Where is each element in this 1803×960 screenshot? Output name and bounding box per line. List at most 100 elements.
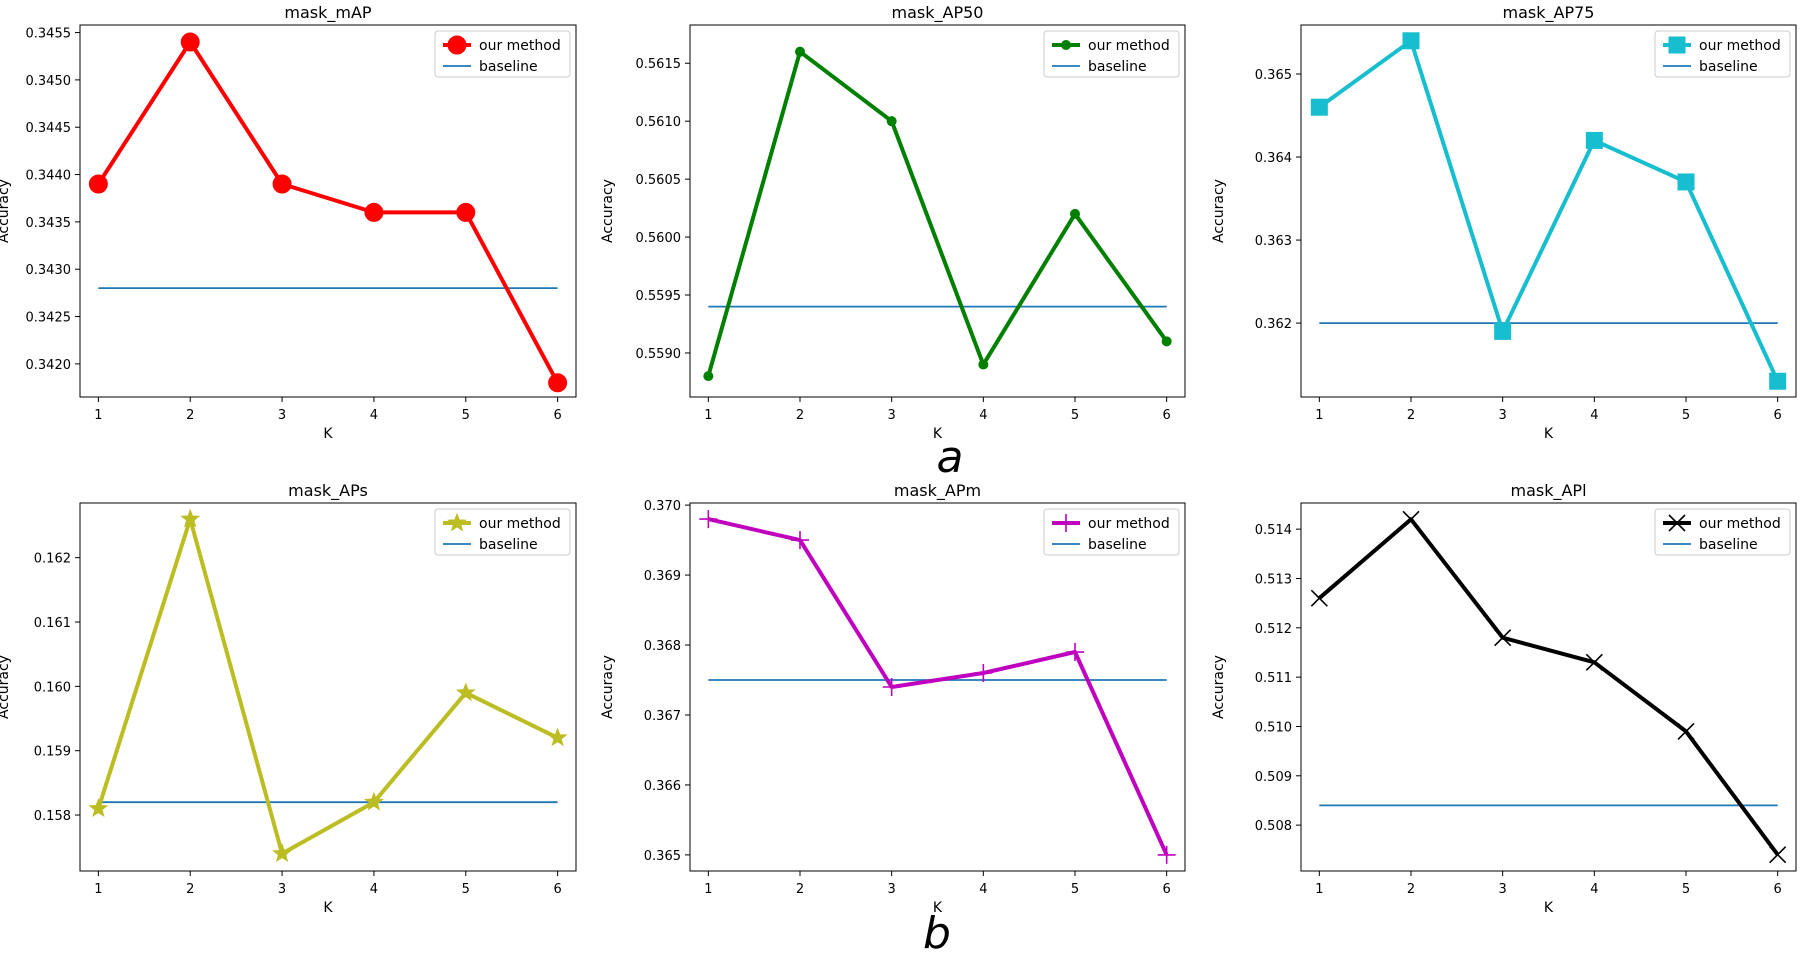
x-tick-label: 2 <box>796 882 804 897</box>
legend-label: our method <box>1088 38 1170 54</box>
chart-mask-mAP: mask_mAP 1 2 3 4 5 6 K 0.3420 0.3425 0.3430 0.3435 0… <box>0 3 577 442</box>
chart-mask-APs: mask_APs 1 2 3 4 5 6 K 0.158 0.159 0.160 0.161 0.162… <box>0 481 577 916</box>
data-point <box>1677 173 1695 191</box>
y-tick-label: 0.508 <box>1255 819 1292 834</box>
data-point <box>1494 629 1512 647</box>
legend: our method baseline <box>434 30 571 78</box>
data-point <box>703 371 714 382</box>
x-tick-label: 4 <box>979 882 987 897</box>
x-tick-label: 6 <box>1774 882 1782 897</box>
x-tick-label: 4 <box>1590 408 1598 423</box>
x-tick-label: 5 <box>1071 882 1079 897</box>
data-point <box>1769 372 1787 390</box>
series-line-our-method <box>96 40 560 384</box>
y-tick-label: 0.510 <box>1255 720 1292 735</box>
legend: our method baseline <box>1654 508 1791 556</box>
x-axis-label: K <box>1544 426 1554 442</box>
y-axis-label: Accuracy <box>1211 179 1227 243</box>
x-tick-label: 2 <box>186 408 194 423</box>
x-tick-label: 3 <box>1499 882 1507 897</box>
legend: our method baseline <box>1654 30 1791 78</box>
y-tick-label: 0.365 <box>1255 68 1292 83</box>
y-tick-label: 0.3445 <box>26 121 72 136</box>
data-point <box>456 202 476 222</box>
y-tick-label: 0.370 <box>644 499 681 514</box>
axes-frame <box>689 24 1186 398</box>
data-point <box>547 727 568 747</box>
legend-label: our method <box>1699 38 1781 54</box>
data-point <box>88 174 108 194</box>
data-point <box>795 46 805 57</box>
y-tick-label: 0.5615 <box>636 57 682 72</box>
series-line-our-method <box>706 49 1169 377</box>
x-tick-label: 5 <box>462 882 470 897</box>
legend: our method baseline <box>1043 30 1180 78</box>
x-tick-label: 1 <box>704 882 712 897</box>
legend-label: baseline <box>1699 537 1758 553</box>
data-point <box>699 510 718 529</box>
y-axis-label: Accuracy <box>0 655 12 719</box>
y-tick-label: 0.159 <box>34 745 71 760</box>
legend: our method baseline <box>1043 508 1180 556</box>
x-tick-label: 6 <box>1774 408 1782 423</box>
data-point <box>1494 322 1512 340</box>
chart-mask-APm: mask_APm 1 2 3 4 5 6 K 0.365 0.366 0.367 0.368 0.369… <box>600 481 1186 916</box>
legend: our method baseline <box>434 508 571 556</box>
y-axis-label: Accuracy <box>0 179 12 243</box>
chart-mask-AP50: mask_AP50 1 2 3 4 5 6 K 0.5590 0.5595 0.5600 0.5605… <box>600 3 1186 442</box>
data-point <box>882 678 901 696</box>
y-tick-label: 0.362 <box>1255 317 1292 332</box>
x-tick-label: 1 <box>94 408 102 423</box>
y-tick-label: 0.5605 <box>636 173 682 188</box>
series-line-our-method <box>1317 517 1780 856</box>
data-point <box>1161 336 1172 347</box>
data-point <box>1402 510 1420 528</box>
data-point <box>455 682 476 702</box>
data-point <box>791 531 809 550</box>
axes-frame <box>689 502 1186 872</box>
y-tick-label: 0.514 <box>1255 523 1292 538</box>
data-point <box>1070 208 1080 219</box>
legend-label: baseline <box>479 537 538 553</box>
x-axis-label: K <box>323 426 333 442</box>
legend-marker <box>1668 36 1686 54</box>
data-point <box>1585 653 1603 671</box>
legend-label: baseline <box>479 59 538 75</box>
series-line-our-method <box>1318 38 1780 383</box>
x-axis-label: K <box>933 426 943 442</box>
legend-label: baseline <box>1699 59 1758 75</box>
y-tick-label: 0.3430 <box>26 263 72 278</box>
y-tick-label: 0.3440 <box>26 169 72 184</box>
legend-label: our method <box>1088 516 1170 532</box>
axes-frame <box>79 502 577 872</box>
x-tick-label: 5 <box>462 408 470 423</box>
data-point <box>364 202 384 222</box>
x-tick-label: 1 <box>94 882 102 897</box>
y-tick-label: 0.161 <box>34 616 71 631</box>
y-axis-label: Accuracy <box>1211 655 1227 719</box>
data-point <box>1310 589 1328 607</box>
y-tick-label: 0.368 <box>644 639 681 654</box>
legend-marker <box>447 35 467 55</box>
chart-mask-APl: mask_APl 1 2 3 4 5 6 K 0.508 0.509 0.510 0.511 0.512… <box>1211 481 1797 916</box>
x-tick-label: 3 <box>888 408 896 423</box>
legend-label: baseline <box>1088 59 1147 75</box>
x-tick-label: 6 <box>553 408 561 423</box>
x-tick-label: 4 <box>370 882 378 897</box>
data-point <box>364 791 384 811</box>
data-point <box>1769 846 1787 864</box>
legend-marker <box>1057 514 1075 532</box>
legend-marker <box>447 512 467 532</box>
y-tick-label: 0.5590 <box>636 347 682 362</box>
data-point <box>272 174 292 194</box>
series-line-our-method <box>96 517 559 856</box>
y-tick-label: 0.364 <box>1255 151 1292 166</box>
x-tick-label: 5 <box>1682 882 1690 897</box>
data-point <box>1310 98 1328 116</box>
y-tick-label: 0.509 <box>1255 770 1292 785</box>
y-tick-label: 0.5610 <box>636 115 682 130</box>
legend-label: our method <box>479 516 561 532</box>
x-tick-label: 2 <box>186 882 194 897</box>
axes-frame <box>1300 502 1797 872</box>
x-tick-label: 2 <box>796 408 804 423</box>
